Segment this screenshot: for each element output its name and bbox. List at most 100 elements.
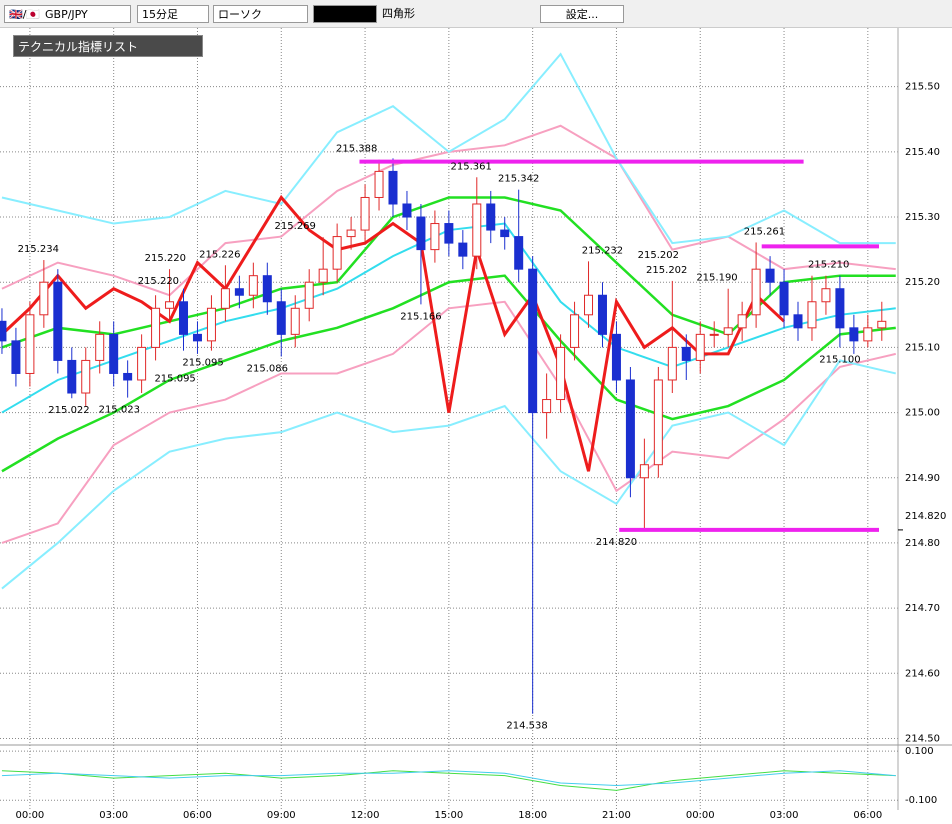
candle-body [695, 333, 705, 361]
price-marker-label: 214.820 [905, 511, 946, 522]
candle-body [863, 327, 873, 342]
candle-body [821, 288, 831, 303]
x-tick-label: 00:00 [686, 810, 715, 821]
oscillator-line [1, 770, 896, 786]
candle-body [807, 301, 817, 329]
candle-body [681, 346, 691, 361]
price-annotation: 215.100 [819, 354, 860, 365]
chart-style-select[interactable]: ローソク [213, 5, 308, 23]
candle-body [206, 307, 216, 342]
candle-body [165, 301, 175, 309]
candle-body [262, 275, 272, 303]
price-annotation: 214.820 [596, 537, 637, 548]
candle-body [500, 229, 510, 238]
timeframe-select[interactable]: 15分足 [137, 5, 209, 23]
y-tick-label: 214.70 [905, 603, 940, 614]
candle-body [486, 203, 496, 231]
candle-body [430, 223, 440, 251]
price-annotation: 215.190 [696, 273, 737, 284]
y-tick-label: 214.90 [905, 473, 940, 484]
price-annotation: 215.361 [451, 161, 492, 172]
y-tick-label: 215.50 [905, 82, 940, 93]
x-tick-label: 00:00 [15, 810, 44, 821]
candle-body [653, 379, 663, 466]
price-annotation: 215.234 [18, 244, 59, 255]
candle-body [151, 307, 161, 348]
candle-body [318, 268, 328, 283]
y-tick-label: 215.10 [905, 342, 940, 353]
y-tick-label: 214.60 [905, 668, 940, 679]
chart-style: ローソク [218, 8, 262, 21]
candle-body [639, 464, 649, 479]
y-tick-label: 215.00 [905, 408, 940, 419]
candle-body [304, 281, 314, 309]
candle-body [737, 314, 747, 329]
y-tick-label: 0.100 [905, 746, 934, 757]
y-tick-label: 214.80 [905, 538, 940, 549]
candle-body [137, 346, 147, 381]
candle-body [570, 314, 580, 348]
x-tick-label: 18:00 [518, 810, 547, 821]
candle-body [332, 236, 342, 270]
candle-body [109, 333, 119, 374]
price-annotation: 215.023 [99, 405, 140, 416]
candle-body [0, 320, 7, 342]
timeframe: 15分足 [142, 8, 178, 21]
price-annotation: 215.388 [336, 144, 377, 155]
symbol-select[interactable]: 🇬🇧/🇯🇵 GBP/JPY [4, 5, 131, 23]
candle-body [95, 333, 105, 361]
price-annotation: 215.022 [48, 405, 89, 416]
x-tick-label: 06:00 [853, 810, 882, 821]
settings-button[interactable]: 設定... [540, 5, 624, 23]
candle-body [765, 268, 775, 283]
candle-body [472, 203, 482, 257]
signal-line [0, 194, 786, 472]
candle-body [220, 288, 230, 309]
drawing-icon[interactable] [313, 5, 377, 23]
indicator-line [1, 359, 896, 590]
candle-body [123, 372, 133, 381]
candle-body [276, 301, 286, 335]
candle-body [458, 242, 468, 257]
candle-body [388, 170, 398, 205]
candle-body [444, 223, 454, 244]
x-tick-label: 09:00 [267, 810, 296, 821]
candle-body [709, 333, 719, 336]
x-tick-label: 03:00 [99, 810, 128, 821]
oscillator-line [1, 770, 896, 791]
x-tick-label: 12:00 [351, 810, 380, 821]
candle-body [11, 340, 21, 374]
indicator-panel[interactable]: テクニカル指標リスト [13, 35, 203, 57]
indicator-line [1, 52, 896, 245]
candle-body [849, 327, 859, 342]
y-tick-label: 215.30 [905, 212, 940, 223]
candle-body [667, 346, 677, 381]
x-tick-label: 21:00 [602, 810, 631, 821]
price-annotation: 214.538 [506, 721, 547, 732]
candle-body [542, 399, 552, 414]
settings-label: 設定... [565, 8, 599, 21]
indicator-line [1, 300, 896, 544]
candle-body [416, 216, 426, 251]
price-annotation: 215.342 [498, 174, 539, 185]
candle-body [67, 359, 77, 394]
candle-body [611, 333, 621, 381]
drawing-tool-label: 四角形 [382, 7, 415, 20]
candle-body [793, 314, 803, 329]
x-tick-label: 03:00 [770, 810, 799, 821]
y-tick-label: 215.20 [905, 277, 940, 288]
y-tick-label: 215.40 [905, 147, 940, 158]
price-annotation: 215.220 [138, 276, 179, 287]
candle-body [374, 170, 384, 198]
symbol: GBP/JPY [45, 8, 88, 21]
candle-body [81, 359, 91, 394]
flag-icons: 🇬🇧/🇯🇵 [9, 8, 41, 21]
candle-body [25, 314, 35, 374]
candle-body [556, 346, 566, 401]
candle-body [625, 379, 635, 479]
price-annotation: 215.261 [744, 226, 785, 237]
candle-body [835, 288, 845, 329]
drawing-tool: 四角形 [378, 5, 538, 23]
